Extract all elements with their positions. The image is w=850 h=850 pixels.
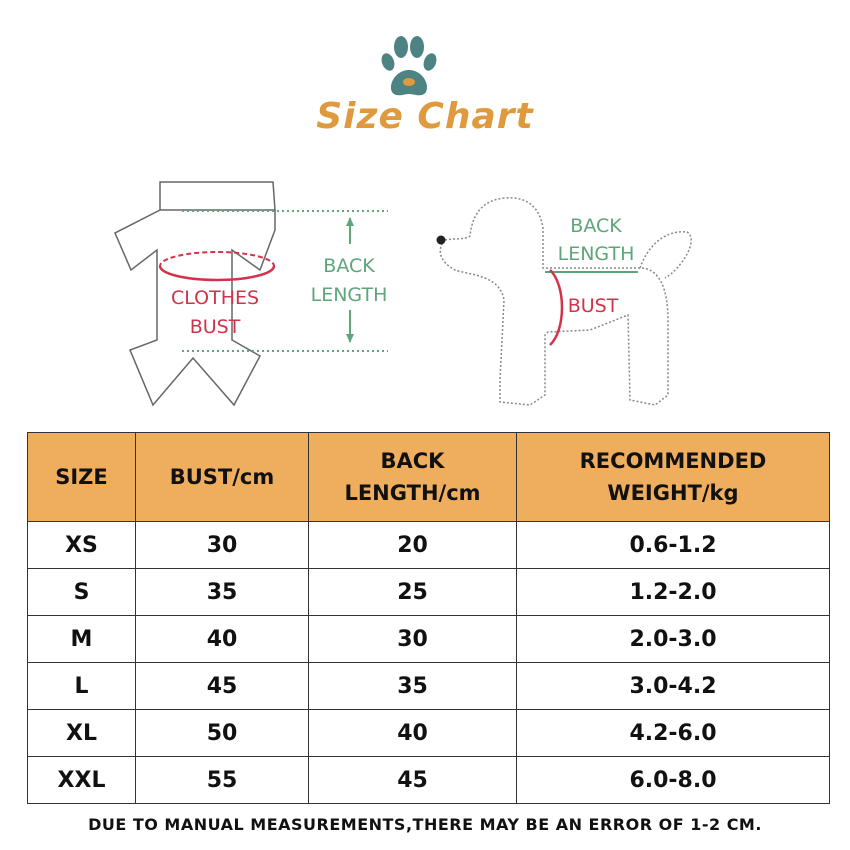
clothes-bust-label: CLOTHES	[171, 287, 259, 309]
bust-cell: 50	[135, 709, 309, 757]
back-length-cell: 20	[308, 521, 517, 569]
table-row: XL 50 40 4.2-6.0	[27, 709, 830, 757]
header-weight: RECOMMENDED WEIGHT/kg	[516, 432, 830, 522]
paw-icon	[381, 36, 437, 96]
bust-cell: 45	[135, 662, 309, 710]
back-length-cell: 25	[308, 568, 517, 616]
bust-cell: 55	[135, 756, 309, 804]
measurement-note: DUE TO MANUAL MEASUREMENTS,THERE MAY BE …	[88, 815, 762, 834]
dog-diagram	[439, 197, 692, 406]
weight-cell: 6.0-8.0	[516, 756, 830, 804]
size-cell: XS	[27, 521, 136, 569]
size-cell: L	[27, 662, 136, 710]
bust-cell: 40	[135, 615, 309, 663]
bust-cell: 30	[135, 521, 309, 569]
measurement-diagrams: CLOTHES BUST BACK LENGTH BACK LENGTH BUS…	[114, 181, 692, 407]
table-row: S 35 25 1.2-2.0	[27, 568, 830, 616]
clothes-diagram	[114, 181, 276, 407]
size-table: SIZE BUST/cm BACK LENGTH/cm RECOMMENDED WE…	[27, 432, 830, 804]
table-row: XXL 55 45 6.0-8.0	[27, 756, 830, 804]
dog-back-length-label: BACK	[570, 215, 622, 237]
size-cell: XXL	[27, 756, 136, 804]
header-back-length: BACK LENGTH/cm	[308, 432, 517, 522]
weight-cell: 1.2-2.0	[516, 568, 830, 616]
size-cell: XL	[27, 709, 136, 757]
size-cell: M	[27, 615, 136, 663]
table-row: M 40 30 2.0-3.0	[27, 615, 830, 663]
dog-bust-label: BUST	[568, 295, 619, 317]
clothes-back-length-label: BACK	[323, 255, 375, 277]
back-length-cell: 45	[308, 756, 517, 804]
page-title: Size Chart	[316, 96, 534, 137]
size-cell: S	[27, 568, 136, 616]
bust-cell: 35	[135, 568, 309, 616]
header-bust: BUST/cm	[135, 432, 309, 522]
table-row: L 45 35 3.0-4.2	[27, 662, 830, 710]
clothes-bust-label: BUST	[190, 316, 241, 338]
weight-cell: 3.0-4.2	[516, 662, 830, 710]
table-header-row: SIZE BUST/cm BACK LENGTH/cm RECOMMENDED WE…	[27, 432, 830, 522]
weight-cell: 4.2-6.0	[516, 709, 830, 757]
weight-cell: 2.0-3.0	[516, 615, 830, 663]
clothes-back-length-label: LENGTH	[311, 284, 388, 306]
back-length-cell: 40	[308, 709, 517, 757]
weight-cell: 0.6-1.2	[516, 521, 830, 569]
dog-back-length-label: LENGTH	[558, 243, 635, 265]
back-length-cell: 35	[308, 662, 517, 710]
table-row: XS 30 20 0.6-1.2	[27, 521, 830, 569]
back-length-cell: 30	[308, 615, 517, 663]
header-size: SIZE	[27, 432, 136, 522]
